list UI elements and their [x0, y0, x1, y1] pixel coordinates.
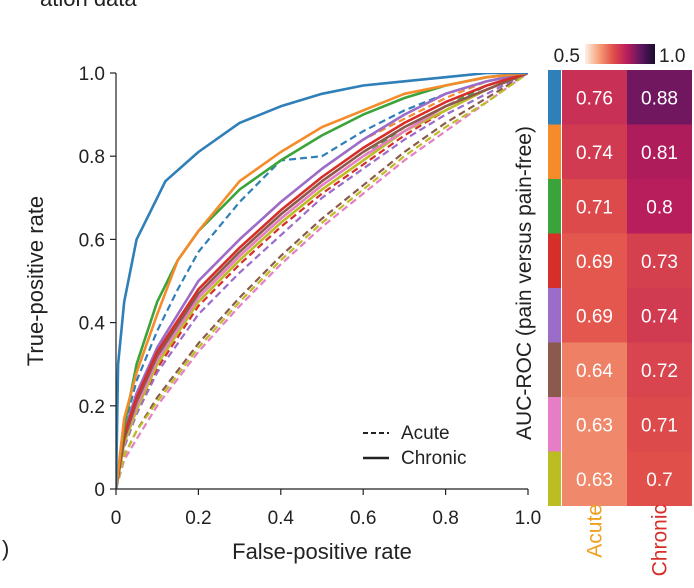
heatmap-column-label: Chronic [649, 504, 672, 576]
x-tick-label: 0.8 [432, 508, 458, 529]
heatmap-cell [562, 233, 627, 288]
roc-curve-olive-chronic [116, 73, 528, 489]
y-tick-label: 0.4 [79, 314, 106, 335]
heatmap-cell [627, 288, 692, 343]
heatmap-cell-value: 0.7 [646, 470, 672, 491]
roc-curve-pink-acute [116, 73, 528, 489]
colorbar-max-label: 1.0 [659, 46, 685, 67]
row-color-swatch [548, 70, 561, 125]
x-ticks: 0 0.2 0.4 0.6 0.8 1.0 [111, 489, 541, 529]
roc-curve-purple-acute [116, 73, 528, 489]
row-color-swatch [548, 451, 561, 506]
heatmap-cell [562, 70, 627, 125]
heatmap-cell-value: 0.71 [576, 197, 613, 218]
y-axis-label: True-positive rate [23, 196, 48, 366]
row-color-swatch [548, 288, 561, 343]
heatmap-column-labels: Acute Chronic [584, 504, 672, 576]
roc-curve-green-chronic [116, 73, 528, 489]
heatmap-cell-value: 0.69 [576, 306, 613, 327]
y-tick-label: 0 [94, 480, 105, 501]
heatmap-cell-value: 0.73 [641, 252, 678, 273]
heatmap-cell-value: 0.64 [576, 361, 613, 382]
roc-lines [116, 73, 528, 489]
heatmap-cell [627, 179, 692, 234]
colorbar-gradient [585, 44, 655, 64]
x-tick-label: 0.6 [350, 508, 376, 529]
roc-curve-olive-acute [116, 73, 528, 489]
heatmap-cell-value: 0.81 [641, 143, 678, 164]
heatmap-cell [627, 342, 692, 397]
heatmap-column-label: Acute [584, 504, 607, 558]
roc-curve-purple-chronic [116, 73, 528, 489]
x-axis-label: False-positive rate [232, 539, 412, 564]
heatmap-cell [627, 397, 692, 452]
y-ticks: 0 0.2 0.4 0.6 0.8 1.0 [79, 64, 116, 501]
heatmap-cell [627, 70, 692, 125]
roc-plot: 0 0.2 0.4 0.6 0.8 1.0 0 0.2 0.4 0.6 0.8 1.0 False-… [23, 64, 541, 564]
heatmap-cell [562, 179, 627, 234]
legend-acute-label: Acute [401, 423, 450, 444]
heatmap-axis-label: AUC-ROC (pain versus pain-free) [513, 126, 536, 440]
y-tick-label: 1.0 [79, 64, 105, 85]
heatmap-cell [562, 124, 627, 179]
heatmap-cell [562, 451, 627, 506]
y-tick-label: 0.2 [79, 397, 105, 418]
legend: Acute Chronic [363, 423, 466, 469]
roc-curve-red-chronic [116, 73, 528, 489]
roc-curve-blue-chronic [116, 73, 528, 489]
row-color-swatches [548, 70, 561, 506]
row-color-swatch [548, 342, 561, 397]
heatmap-cell-value: 0.63 [576, 415, 613, 436]
heatmap-cell [562, 397, 627, 452]
heatmap-cell-value: 0.88 [641, 88, 678, 109]
heatmap-cell-value: 0.69 [576, 252, 613, 273]
colorbar: 0.5 1.0 [554, 44, 685, 67]
header-fragment: ation data [40, 0, 137, 11]
legend-chronic-label: Chronic [401, 448, 466, 469]
heatmap-cell [562, 342, 627, 397]
roc-curve-blue-acute [116, 73, 528, 489]
heatmap-cell [562, 288, 627, 343]
row-color-swatch [548, 179, 561, 234]
panel-label-fragment: ) [2, 536, 9, 561]
x-tick-label: 0.2 [185, 508, 211, 529]
row-color-swatch [548, 124, 561, 179]
roc-curve-brown-acute [116, 73, 528, 489]
heatmap-cell-value: 0.63 [576, 470, 613, 491]
heatmap-cells: 0.76 0.88 0.74 0.81 0.71 0.8 0.69 0.73 0.69 0.74 0… [562, 70, 692, 506]
row-color-swatch [548, 397, 561, 452]
heatmap-cell-value: 0.72 [641, 361, 678, 382]
x-tick-label: 0.4 [268, 508, 295, 529]
heatmap-cell [627, 451, 692, 506]
heatmap-cell-value: 0.8 [646, 197, 672, 218]
x-tick-label: 1.0 [515, 508, 541, 529]
heatmap-cell [627, 124, 692, 179]
heatmap-cell-value: 0.74 [576, 143, 613, 164]
row-color-swatch [548, 233, 561, 288]
heatmap-cell [627, 233, 692, 288]
heatmap-cell-value: 0.71 [641, 415, 678, 436]
heatmap-cell-value: 0.74 [641, 306, 678, 327]
auc-heatmap: AUC-ROC (pain versus pain-free) 0.76 0.88… [513, 44, 692, 576]
x-tick-label: 0 [111, 508, 122, 529]
y-tick-label: 0.8 [79, 147, 105, 168]
roc-curve-orange-chronic [116, 73, 528, 489]
colorbar-min-label: 0.5 [554, 46, 580, 67]
y-tick-label: 0.6 [79, 230, 105, 251]
heatmap-cell-value: 0.76 [576, 88, 613, 109]
